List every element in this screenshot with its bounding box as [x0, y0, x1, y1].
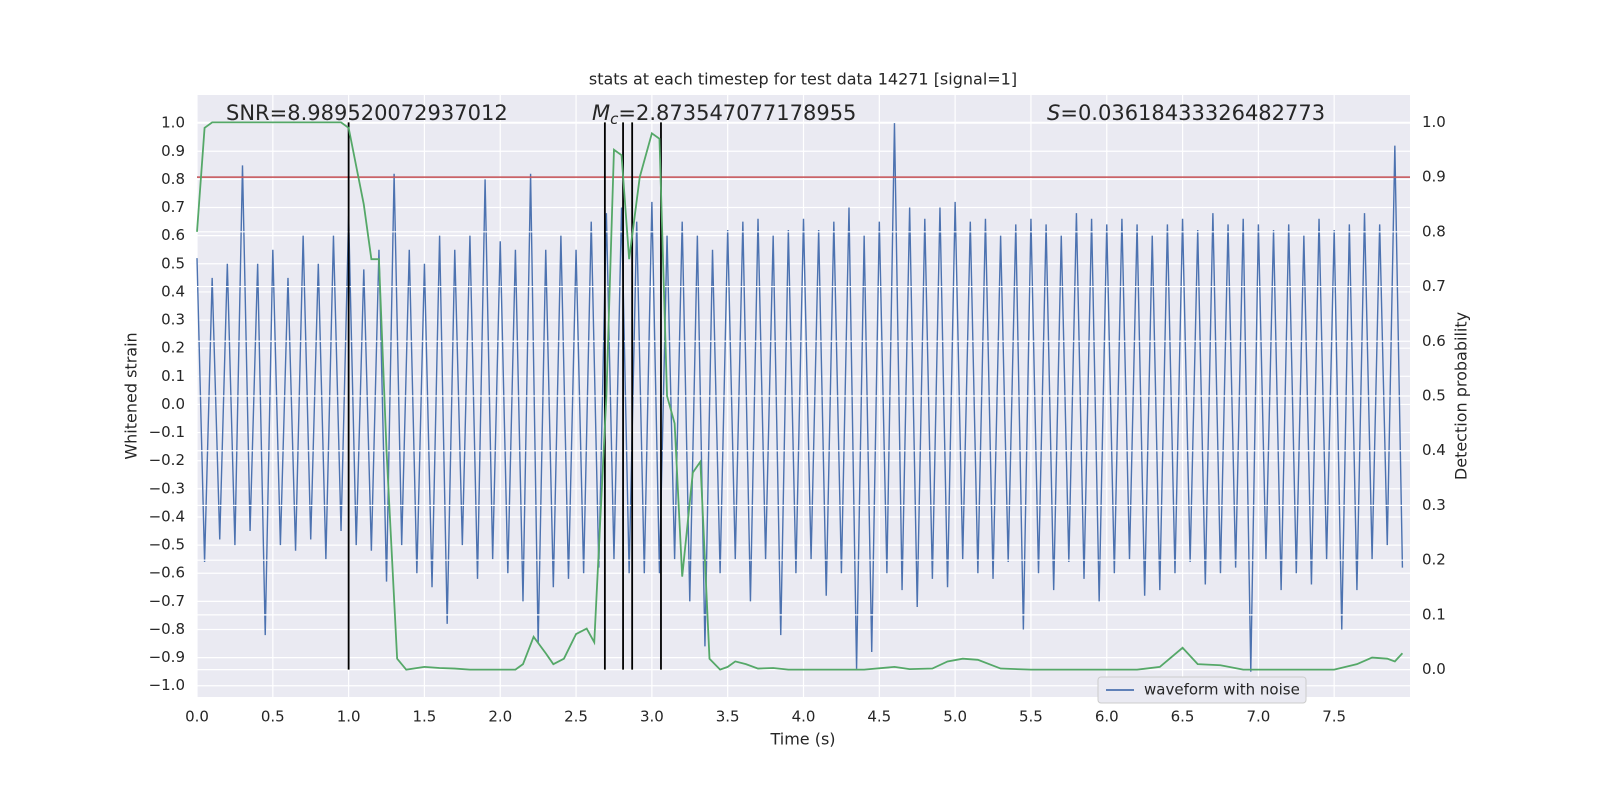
x-tick-label: 2.0	[488, 708, 512, 726]
y2-tick-label: 0.9	[1422, 168, 1446, 186]
y2-tick-label: 1.0	[1422, 113, 1446, 131]
legend-box	[1097, 676, 1307, 704]
x-tick-label: 3.5	[716, 708, 740, 726]
y2-tick-label: 0.8	[1422, 222, 1446, 240]
legend-label: waveform with noise	[1144, 681, 1300, 699]
y-tick-label: −1.0	[149, 676, 185, 694]
y-tick-label: 0.6	[161, 226, 185, 244]
y-tick-label: −0.4	[149, 507, 185, 525]
y2-tick-label: 0.5	[1422, 387, 1446, 405]
annotation-subscript: c	[610, 110, 619, 128]
annotation-text: =0.03618433326482773	[1060, 101, 1325, 125]
x-tick-label: 5.0	[943, 708, 967, 726]
annotation-text: =2.873547077178955	[618, 101, 856, 125]
x-tick-label: 1.5	[413, 708, 437, 726]
x-tick-label: 6.0	[1095, 708, 1119, 726]
y-tick-label: −0.8	[149, 620, 185, 638]
y-tick-label: 1.0	[161, 114, 185, 132]
y2-tick-label: 0.7	[1422, 277, 1446, 295]
y-tick-label: −0.7	[149, 592, 185, 610]
y2-tick-label: 0.0	[1422, 660, 1446, 678]
y-tick-label: 0.8	[161, 170, 185, 188]
y-tick-label: 0.4	[161, 282, 185, 300]
annotation-symbol: M	[592, 101, 610, 125]
y-tick-label: 0.0	[161, 395, 185, 413]
y-tick-label: 0.7	[161, 198, 185, 216]
y-tick-label: −0.2	[149, 451, 185, 469]
x-tick-label: 6.5	[1171, 708, 1195, 726]
y2-tick-label: 0.3	[1422, 496, 1446, 514]
x-tick-label: 0.5	[261, 708, 285, 726]
y2-tick-label: 0.1	[1422, 605, 1446, 623]
y-tick-label: 0.3	[161, 311, 185, 329]
y-tick-label: 0.1	[161, 367, 185, 385]
x-tick-label: 3.0	[640, 708, 664, 726]
chart-title: stats at each timestep for test data 142…	[589, 70, 1017, 89]
y-tick-label: 0.2	[161, 339, 185, 357]
y-tick-label: −0.1	[149, 423, 185, 441]
x-axis-label: Time (s)	[769, 730, 835, 749]
x-tick-label: 0.0	[185, 708, 209, 726]
annotation-symbol: S	[1047, 101, 1060, 125]
y2-axis-label: Detection probability	[1452, 312, 1471, 480]
x-tick-label: 1.0	[337, 708, 361, 726]
annotation: S=0.03618433326482773	[1047, 101, 1325, 125]
y2-tick-label: 0.6	[1422, 332, 1446, 350]
y-tick-label: −0.9	[149, 648, 185, 666]
annotation: SNR=8.989520072937012	[226, 101, 508, 125]
data-line	[196, 121, 1404, 671]
y-tick-label: 0.5	[161, 254, 185, 272]
y2-tick-label: 0.4	[1422, 441, 1446, 459]
y2-tick-label: 0.2	[1422, 551, 1446, 569]
y-tick-label: −0.6	[149, 564, 185, 582]
x-tick-label: 2.5	[564, 708, 588, 726]
x-tick-label: 5.5	[1019, 708, 1043, 726]
x-tick-label: 7.0	[1246, 708, 1270, 726]
annotation: Mc=2.873547077178955	[592, 101, 856, 128]
y-tick-label: −0.3	[149, 479, 185, 497]
x-tick-label: 7.5	[1322, 708, 1346, 726]
x-tick-label: 4.5	[867, 708, 891, 726]
y-tick-label: 0.9	[161, 142, 185, 160]
y-axis-label: Whitened strain	[122, 332, 141, 459]
y-tick-label: −0.5	[149, 536, 185, 554]
annotation-text: SNR=8.989520072937012	[226, 101, 508, 125]
x-tick-label: 4.0	[792, 708, 816, 726]
